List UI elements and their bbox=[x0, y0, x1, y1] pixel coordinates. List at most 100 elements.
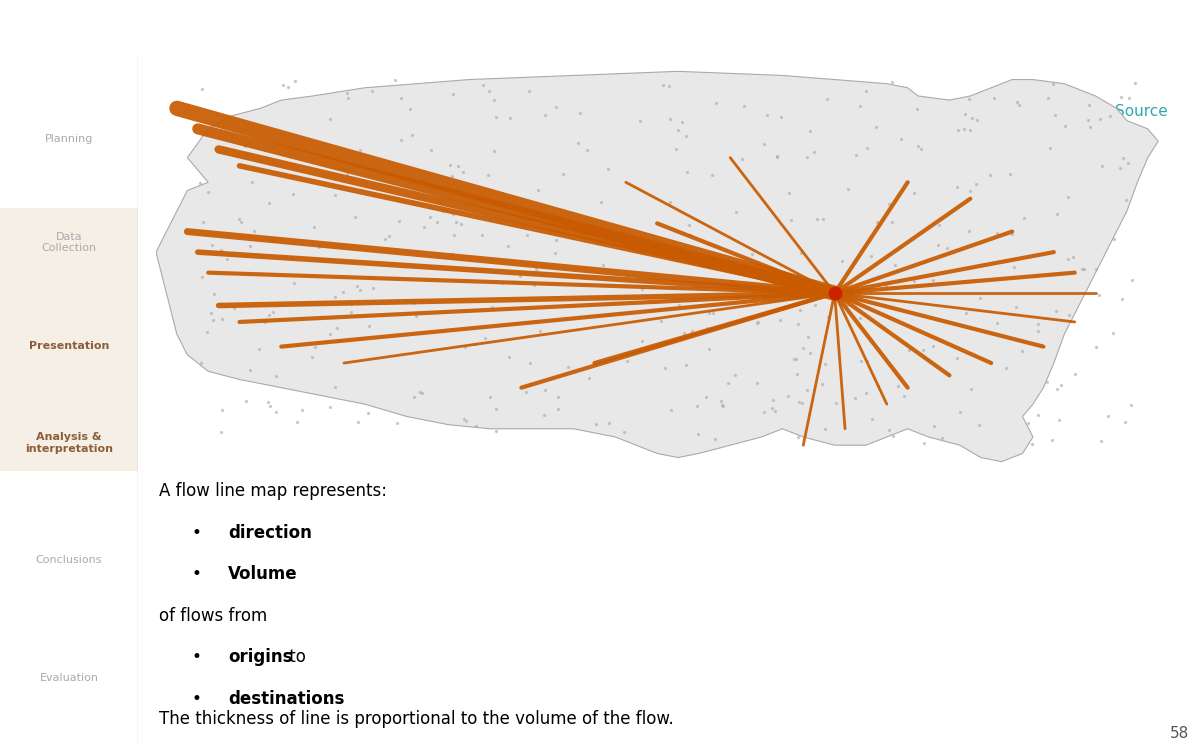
Point bbox=[725, 369, 744, 381]
Point bbox=[259, 396, 278, 408]
Point bbox=[1086, 341, 1105, 353]
Point bbox=[404, 297, 424, 309]
Point bbox=[446, 217, 466, 229]
Point bbox=[800, 125, 820, 137]
Point bbox=[733, 256, 752, 268]
Point bbox=[869, 379, 888, 391]
Point bbox=[487, 424, 506, 436]
Point bbox=[614, 426, 634, 438]
Point bbox=[787, 353, 806, 365]
Point bbox=[263, 234, 282, 246]
Point bbox=[1118, 157, 1138, 169]
Text: •: • bbox=[191, 565, 200, 583]
Text: origins: origins bbox=[228, 648, 293, 666]
Point bbox=[455, 341, 474, 353]
Point bbox=[1121, 399, 1140, 411]
Point bbox=[732, 152, 751, 164]
Point bbox=[492, 278, 511, 290]
Point bbox=[326, 381, 346, 393]
Point bbox=[390, 215, 409, 227]
Point bbox=[281, 252, 300, 264]
Point bbox=[679, 219, 698, 231]
Text: Planning: Planning bbox=[44, 134, 94, 144]
Point bbox=[698, 322, 718, 334]
Point bbox=[1014, 212, 1033, 224]
Point bbox=[413, 174, 432, 186]
Point bbox=[1001, 167, 1020, 179]
Point bbox=[350, 284, 370, 296]
Point bbox=[190, 178, 209, 190]
Point bbox=[1046, 305, 1066, 317]
Point bbox=[827, 397, 846, 409]
Point bbox=[768, 152, 787, 164]
Point bbox=[672, 116, 691, 128]
Point bbox=[680, 229, 700, 241]
Point bbox=[275, 133, 294, 145]
Point bbox=[502, 276, 521, 288]
Point bbox=[236, 395, 256, 407]
Point bbox=[547, 101, 566, 113]
Text: Volume: Volume bbox=[228, 565, 298, 583]
Point bbox=[624, 234, 643, 246]
Point bbox=[577, 143, 596, 155]
Point bbox=[727, 206, 746, 218]
Point bbox=[781, 214, 800, 226]
Point bbox=[379, 230, 398, 242]
Point bbox=[766, 405, 785, 417]
Point bbox=[950, 406, 970, 418]
Point bbox=[670, 300, 689, 311]
Point bbox=[449, 160, 468, 172]
Point bbox=[546, 235, 565, 247]
Point bbox=[485, 94, 504, 106]
Point bbox=[904, 187, 923, 199]
Point bbox=[1112, 294, 1132, 306]
Point bbox=[956, 307, 976, 319]
Point bbox=[1090, 114, 1109, 125]
Text: •: • bbox=[191, 648, 200, 666]
Point bbox=[208, 120, 227, 131]
Point bbox=[670, 294, 689, 306]
Point bbox=[485, 145, 504, 157]
Point bbox=[401, 165, 420, 177]
Point bbox=[882, 216, 901, 228]
Point bbox=[660, 80, 679, 92]
Point bbox=[617, 355, 636, 367]
Point bbox=[1063, 251, 1082, 263]
Point bbox=[666, 143, 685, 155]
Point bbox=[748, 317, 767, 329]
Point bbox=[1028, 409, 1048, 421]
Point bbox=[706, 433, 725, 444]
Point bbox=[631, 114, 650, 126]
Point bbox=[960, 226, 979, 238]
Point bbox=[527, 263, 546, 275]
Point bbox=[790, 397, 809, 409]
Point bbox=[932, 433, 952, 444]
Point bbox=[360, 272, 379, 284]
Point bbox=[414, 221, 433, 233]
Point bbox=[792, 247, 811, 259]
Point bbox=[263, 140, 282, 152]
Point bbox=[703, 307, 722, 319]
Polygon shape bbox=[156, 72, 1158, 462]
Text: 3. Data Presentation: 3. Data Presentation bbox=[12, 16, 368, 46]
Point bbox=[486, 403, 505, 415]
Point bbox=[1045, 108, 1064, 120]
Point bbox=[325, 291, 344, 303]
Point bbox=[533, 258, 552, 270]
Point bbox=[467, 421, 486, 433]
Point bbox=[192, 83, 211, 95]
Point bbox=[677, 130, 696, 142]
Point bbox=[570, 107, 589, 119]
Point bbox=[1098, 409, 1117, 421]
Point bbox=[473, 79, 492, 91]
Point bbox=[1049, 415, 1068, 427]
Point bbox=[341, 306, 360, 318]
Point bbox=[1090, 289, 1109, 301]
Point bbox=[530, 325, 550, 337]
Point bbox=[793, 342, 812, 354]
Text: Source: Source bbox=[1115, 105, 1168, 120]
Point bbox=[1066, 368, 1085, 380]
Point bbox=[886, 258, 905, 270]
Point bbox=[838, 299, 857, 311]
Point bbox=[462, 196, 481, 208]
